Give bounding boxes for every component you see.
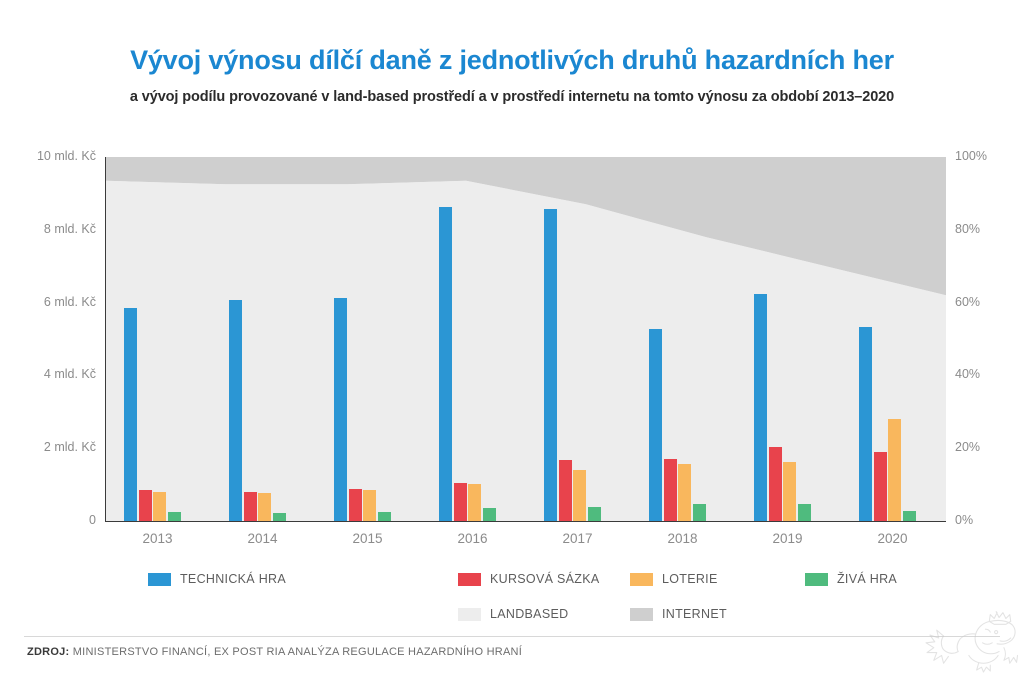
bar-technicka_hra-2013 (124, 308, 138, 521)
bar-technicka_hra-2018 (649, 328, 663, 521)
chart-legend: TECHNICKÁ HRA KURSOVÁ SÁZKA LOTERIE ŽIVÁ HR… (0, 572, 1024, 629)
y-tick-left: 8 mld. Kč (43, 221, 96, 236)
bar-technicka_hra-2020 (859, 327, 873, 521)
bar-group-2018 (649, 157, 706, 521)
bar-group-2016 (439, 157, 496, 521)
y-tick-right: 80% (955, 221, 981, 236)
bar-ziva_hra-2017 (587, 507, 601, 521)
bar-group-2017 (544, 157, 601, 521)
legend-label: ŽIVÁ HRA (837, 572, 898, 586)
legend-label: INTERNET (662, 607, 727, 621)
bar-kursova_sazka-2020 (873, 451, 887, 521)
share-area-chart (106, 157, 946, 521)
bar-group-2019 (754, 157, 811, 521)
bar-ziva_hra-2016 (482, 507, 496, 521)
legend-label: TECHNICKÁ HRA (180, 572, 286, 586)
landbased-area (106, 180, 946, 521)
legend-label: KURSOVÁ SÁZKA (490, 572, 600, 586)
bar-ziva_hra-2020 (902, 511, 916, 521)
chart-plot-area (105, 157, 946, 522)
legend-row-primary: TECHNICKÁ HRA KURSOVÁ SÁZKA LOTERIE ŽIVÁ HR… (0, 572, 1024, 594)
bar-technicka_hra-2015 (334, 297, 348, 521)
source-note: ZDROJ: MINISTERSTVO FINANCÍ, EX POST RIA… (27, 646, 522, 658)
legend-swatch-icon (630, 607, 653, 621)
legend-label: LANDBASED (490, 607, 569, 621)
source-text: MINISTERSTVO FINANCÍ, EX POST RIA ANALÝZ… (72, 646, 523, 658)
internet-area (106, 157, 946, 296)
bar-kursova_sazka-2016 (453, 482, 467, 521)
y-tick-left: 4 mld. Kč (43, 367, 96, 382)
bar-ziva_hra-2015 (377, 511, 391, 521)
x-tick-2019: 2019 (772, 531, 803, 546)
bar-technicka_hra-2016 (439, 206, 453, 521)
bar-ziva_hra-2013 (167, 511, 181, 521)
y-tick-right: 40% (955, 367, 981, 382)
page-title: Vývoj výnosu dílčí daně z jednotlivých d… (130, 45, 894, 75)
bar-kursova_sazka-2014 (243, 491, 257, 521)
bar-group-2014 (229, 157, 286, 521)
legend-item-loterie[interactable]: LOTERIE (630, 572, 718, 586)
bar-loterie-2015 (363, 490, 377, 521)
y-tick-right: 100% (955, 149, 987, 163)
y-tick-left: 0 (89, 513, 96, 527)
bar-loterie-2014 (258, 493, 272, 521)
y-tick-right: 0% (955, 513, 974, 527)
source-label: ZDROJ: (27, 646, 70, 658)
y-tick-left: 10 mld. Kč (36, 149, 96, 163)
y-tick-left: 2 mld. Kč (43, 440, 96, 455)
x-tick-2020: 2020 (877, 531, 908, 546)
legend-swatch-icon (458, 572, 481, 586)
x-tick-2016: 2016 (457, 531, 488, 546)
bar-kursova_sazka-2017 (558, 459, 572, 521)
x-tick-2014: 2014 (247, 531, 278, 546)
x-tick-2018: 2018 (667, 531, 698, 546)
bar-kursova_sazka-2015 (348, 489, 362, 521)
bar-group-2013 (124, 157, 181, 521)
bar-technicka_hra-2014 (229, 299, 243, 521)
legend-item-internet[interactable]: INTERNET (630, 607, 727, 621)
legend-item-živá-hra[interactable]: ŽIVÁ HRA (805, 572, 897, 586)
bar-group-2020 (859, 157, 916, 521)
footer-divider (24, 636, 1000, 637)
legend-swatch-icon (805, 572, 828, 586)
x-tick-2017: 2017 (562, 531, 593, 546)
bar-ziva_hra-2019 (797, 503, 811, 521)
y-tick-right: 60% (955, 294, 981, 309)
legend-swatch-icon (148, 572, 171, 586)
legend-label: LOTERIE (662, 572, 718, 586)
page-subtitle: a vývoj podílu provozované v land-based … (129, 89, 895, 105)
bar-ziva_hra-2014 (272, 513, 286, 521)
legend-item-kursová-sázka[interactable]: KURSOVÁ SÁZKA (458, 572, 600, 586)
czech-lion-coat-of-arms-icon (925, 611, 1018, 673)
bar-loterie-2016 (468, 483, 482, 521)
x-tick-2015: 2015 (352, 531, 383, 546)
bar-group-2015 (334, 157, 391, 521)
legend-row-secondary: LANDBASED INTERNET (0, 607, 1024, 629)
x-tick-2013: 2013 (142, 531, 173, 546)
legend-swatch-icon (458, 607, 481, 621)
legend-swatch-icon (630, 572, 653, 586)
y-tick-right: 20% (955, 440, 981, 455)
legend-item-technická-hra[interactable]: TECHNICKÁ HRA (148, 572, 286, 586)
legend-item-landbased[interactable]: LANDBASED (458, 607, 568, 621)
bar-loterie-2013 (153, 491, 167, 521)
bar-technicka_hra-2019 (754, 293, 768, 521)
y-tick-left: 6 mld. Kč (43, 294, 96, 309)
chart-plot-inner (106, 157, 946, 521)
bar-technicka_hra-2017 (544, 209, 558, 521)
bar-kursova_sazka-2019 (768, 447, 782, 521)
bar-loterie-2020 (888, 419, 902, 521)
bar-ziva_hra-2018 (692, 503, 706, 521)
bar-kursova_sazka-2013 (138, 490, 152, 521)
bar-kursova_sazka-2018 (663, 459, 677, 521)
bar-loterie-2018 (678, 463, 692, 521)
bar-loterie-2019 (783, 462, 797, 521)
bar-loterie-2017 (573, 470, 587, 521)
